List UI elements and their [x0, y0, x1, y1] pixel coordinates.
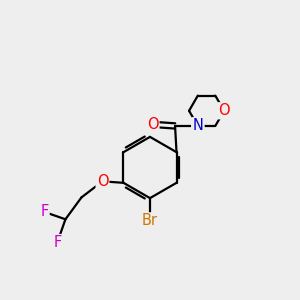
Text: Br: Br: [142, 213, 158, 228]
Text: O: O: [97, 174, 108, 189]
Text: F: F: [40, 205, 49, 220]
Text: O: O: [147, 117, 158, 132]
Text: O: O: [218, 103, 230, 118]
Text: N: N: [192, 118, 203, 134]
Text: F: F: [53, 235, 61, 250]
Text: N: N: [192, 118, 203, 134]
